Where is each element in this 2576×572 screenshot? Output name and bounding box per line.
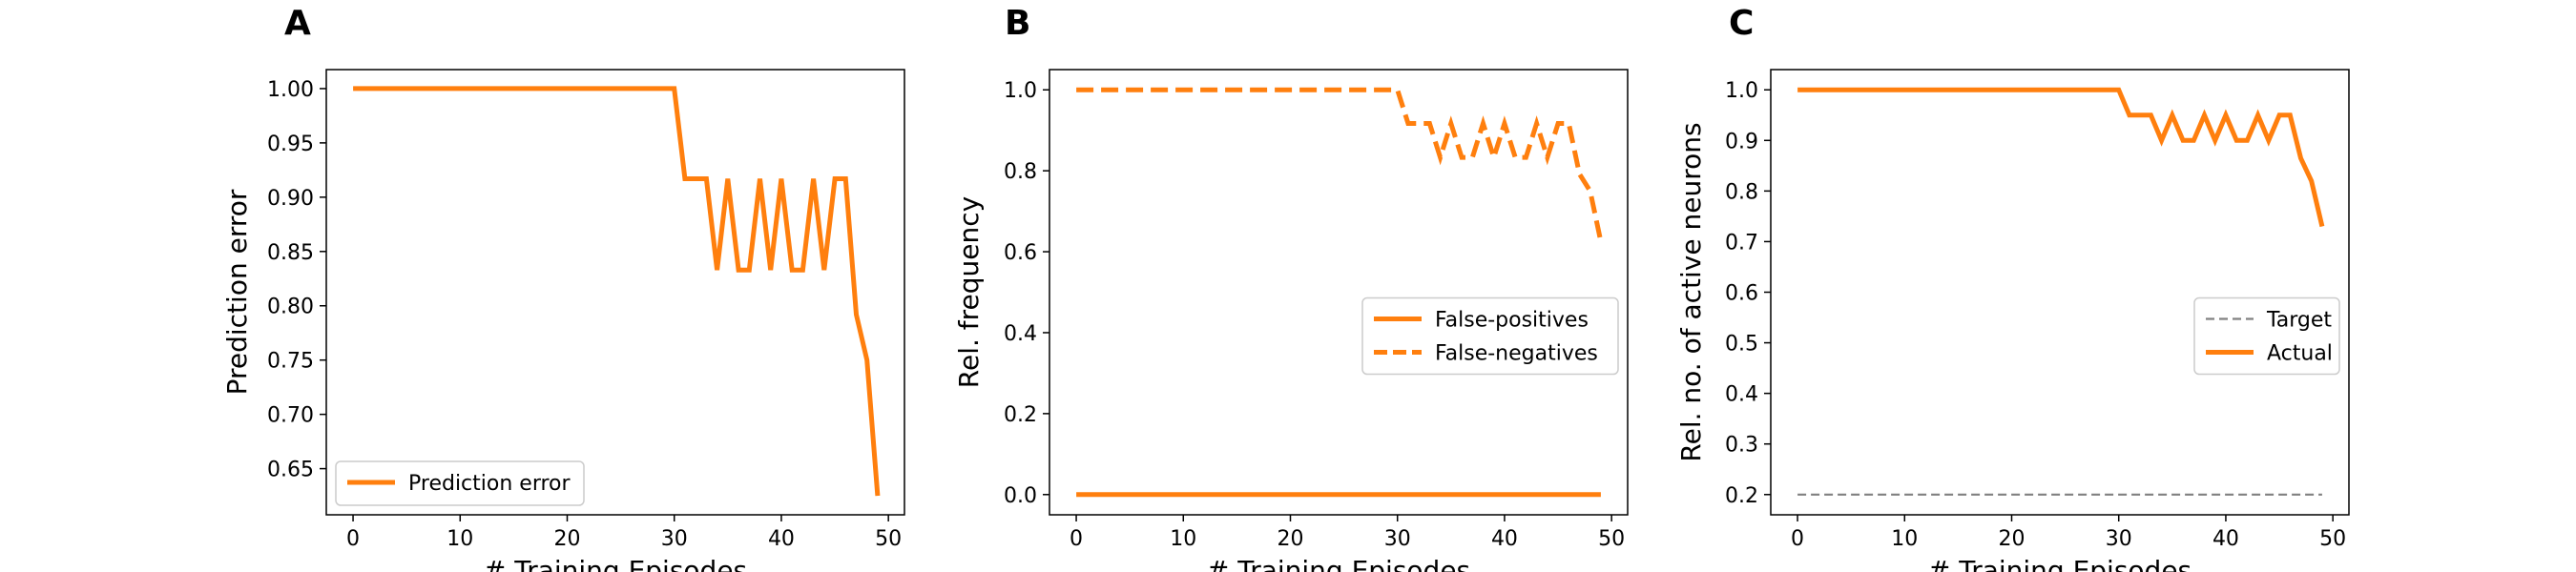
y-tick-label: 1.0 [1004,79,1037,103]
x-tick-label: 0 [1791,527,1804,551]
legend-frame [335,460,585,506]
x-tick-label: 40 [2212,527,2239,551]
x-tick-label: 50 [2319,527,2346,551]
legend: Prediction error [335,460,585,506]
legend: False-positives False-negatives [1361,296,1619,376]
series-line-actual [1797,87,2325,228]
panel-c: C 0 10 20 30 40 50 0.2 0.3 0.4 0.5 0.6 0.7 0.8 0.9 1.0 #… [1675,4,2350,572]
y-tick-label: 0.80 [267,296,314,319]
legend-label: False-positives [1435,309,1589,333]
x-tick-label: 30 [661,527,688,551]
x-tick-label: 40 [768,527,795,551]
y-axis: 0.2 0.3 0.4 0.5 0.6 0.7 0.8 0.9 1.0 [1725,79,1771,508]
x-axis: 0 10 20 30 40 50 [1070,515,1625,551]
x-tick-label: 50 [875,527,902,551]
legend-frame [2193,296,2340,376]
legend-label: Actual [2267,342,2333,366]
x-tick-label: 30 [2106,527,2132,551]
y-tick-label: 0.90 [267,187,314,211]
panel-a: A 0 10 20 30 40 50 0.65 0.70 0.75 0.80 0.85 0.90 0.95… [221,4,905,572]
x-tick-label: 10 [447,527,473,551]
y-tick-label: 0.2 [1004,403,1037,427]
y-tick-label: 0.8 [1725,180,1758,204]
y-tick-label: 0.7 [1725,231,1758,255]
x-tick-label: 0 [1070,527,1083,551]
y-tick-label: 0.6 [1004,241,1037,265]
x-tick-label: 40 [1491,527,1518,551]
x-tick-label: 0 [346,527,360,551]
y-axis: 0.0 0.2 0.4 0.6 0.8 1.0 [1004,79,1049,508]
series-line-prediction-error [353,86,881,497]
y-tick-label: 0.5 [1725,333,1758,357]
legend-label: Prediction error [408,472,571,496]
series-group [1076,87,1604,498]
y-tick-label: 0.0 [1004,484,1037,508]
y-tick-label: 0.85 [267,241,314,265]
y-axis-label: Prediction error [221,189,253,395]
y-axis-label: Rel. frequency [953,196,985,388]
y-tick-label: 1.0 [1725,79,1758,103]
x-tick-label: 30 [1384,527,1411,551]
axes-frame [1049,69,1629,516]
y-tick-label: 0.2 [1725,484,1758,508]
panel-letter: B [1005,4,1030,43]
panel-letter: A [284,4,311,43]
x-tick-label: 20 [1999,527,2025,551]
y-tick-label: 0.95 [267,133,314,156]
y-tick-label: 0.6 [1725,282,1758,306]
y-tick-label: 0.4 [1725,383,1758,407]
x-tick-label: 10 [1891,527,1918,551]
y-tick-label: 0.65 [267,459,314,482]
legend: Target Actual [2193,296,2340,376]
y-tick-label: 0.70 [267,404,314,428]
legend-frame [1361,296,1619,376]
y-tick-label: 1.00 [267,78,314,102]
x-axis: 0 10 20 30 40 50 [346,515,902,551]
x-axis-label: # Training Episodes [1928,555,2192,572]
legend-label: False-negatives [1435,342,1598,366]
y-axis: 0.65 0.70 0.75 0.80 0.85 0.90 0.95 1.00 [267,78,326,482]
x-tick-label: 50 [1598,527,1625,551]
y-tick-label: 0.3 [1725,434,1758,458]
x-tick-label: 20 [1278,527,1304,551]
panel-b: B 0 10 20 30 40 50 0.0 0.2 0.4 0.6 0.8 1.0 # Training… [953,4,1629,572]
y-tick-label: 0.4 [1004,322,1037,346]
series-group [353,86,881,497]
series-group [1797,87,2325,496]
series-line-false-negatives [1076,87,1604,242]
x-axis: 0 10 20 30 40 50 [1791,515,2346,551]
x-tick-label: 20 [554,527,581,551]
x-axis-label: # Training Episodes [1207,555,1470,572]
y-tick-label: 0.9 [1725,130,1758,153]
legend-label: Target [2266,309,2332,333]
axes-frame [325,69,905,516]
y-tick-label: 0.75 [267,350,314,374]
x-tick-label: 10 [1170,527,1196,551]
x-axis-label: # Training Episodes [484,555,747,572]
panel-letter: C [1729,4,1754,43]
y-tick-label: 0.8 [1004,160,1037,184]
y-axis-label: Rel. no. of active neurons [1675,122,1707,461]
